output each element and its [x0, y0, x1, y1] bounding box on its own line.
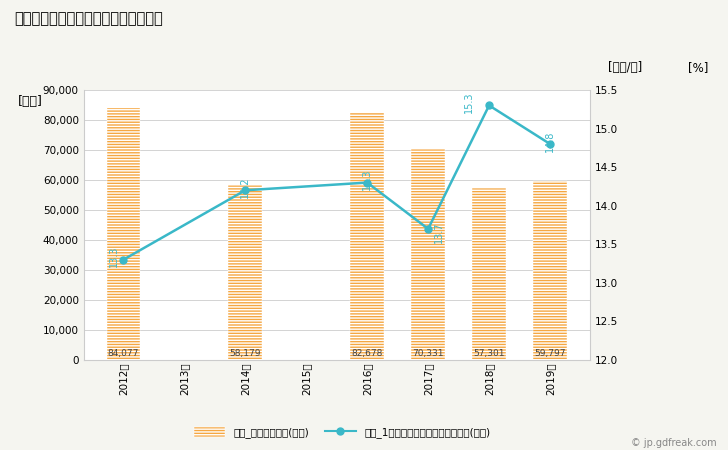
Text: 57,301: 57,301 [473, 349, 505, 358]
Bar [472, 188, 506, 360]
Text: 84,077: 84,077 [108, 349, 139, 358]
Text: 木造建築物の工事費予定額合計の推移: 木造建築物の工事費予定額合計の推移 [15, 11, 163, 26]
Legend: 木造_工事費予定額(左軸), 木造_1平米当たり平均工事費予定額(右軸): 木造_工事費予定額(左軸), 木造_1平米当たり平均工事費予定額(右軸) [190, 423, 494, 442]
Text: 59,797: 59,797 [534, 349, 566, 358]
Text: 14.8: 14.8 [545, 130, 555, 152]
Text: 13.3: 13.3 [108, 245, 119, 266]
Text: 14.3: 14.3 [362, 169, 372, 190]
Bar [411, 149, 445, 360]
Bar [350, 112, 384, 360]
Bar [534, 180, 567, 360]
Text: 13.7: 13.7 [434, 222, 444, 243]
Bar [229, 185, 262, 360]
Bar [106, 108, 140, 360]
Text: © jp.gdfreak.com: © jp.gdfreak.com [631, 438, 717, 448]
Text: [万円]: [万円] [18, 95, 43, 108]
Text: [万円/㎡]: [万円/㎡] [608, 61, 642, 74]
Text: 82,678: 82,678 [352, 349, 383, 358]
Text: 15.3: 15.3 [464, 92, 474, 113]
Text: 58,179: 58,179 [229, 349, 261, 358]
Text: 70,331: 70,331 [412, 349, 444, 358]
Text: [%]: [%] [688, 61, 708, 74]
Text: 14.2: 14.2 [240, 176, 250, 198]
